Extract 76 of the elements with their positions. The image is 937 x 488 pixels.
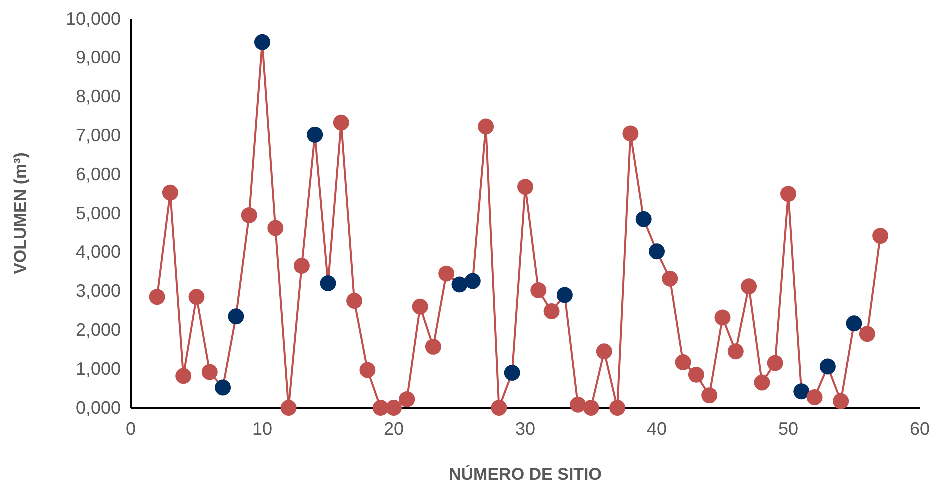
point — [780, 186, 796, 202]
x-tick-label: 10 — [252, 418, 273, 439]
point — [767, 355, 784, 372]
point — [820, 358, 836, 375]
y-axis-title: VOLUMEN (m³) — [11, 152, 30, 274]
point — [294, 258, 310, 274]
y-tick-label: 1,000 — [76, 358, 121, 379]
point — [202, 364, 218, 380]
point — [806, 390, 823, 406]
point — [649, 244, 665, 260]
y-tick-label: 4,000 — [76, 242, 121, 262]
point — [859, 326, 876, 342]
point — [491, 400, 508, 416]
point — [228, 308, 244, 325]
x-tick-label: 60 — [910, 418, 930, 439]
point — [464, 273, 481, 290]
point — [399, 391, 416, 408]
point — [504, 365, 520, 381]
point — [846, 316, 862, 332]
y-tick-label: 7,000 — [76, 125, 121, 146]
point — [215, 380, 232, 396]
y-tick-label: 5,000 — [76, 203, 121, 224]
point — [333, 114, 350, 131]
point — [241, 207, 258, 224]
point — [268, 220, 284, 236]
point — [636, 211, 652, 228]
y-tick-label: 3,000 — [76, 281, 121, 302]
point — [741, 278, 758, 295]
x-tick-label: 50 — [778, 418, 799, 439]
point — [675, 354, 692, 370]
point — [452, 276, 468, 293]
point — [386, 400, 402, 416]
point — [149, 289, 166, 306]
x-tick-label: 40 — [646, 418, 668, 439]
point — [570, 396, 586, 413]
point — [714, 310, 731, 326]
point — [176, 368, 192, 384]
y-tick-label: 9,000 — [76, 48, 121, 68]
point — [162, 184, 178, 201]
point — [662, 270, 678, 287]
point — [360, 362, 376, 378]
y-tick-label: 10,000 — [66, 8, 121, 29]
point — [346, 293, 363, 309]
y-tick-label: 2,000 — [76, 320, 121, 340]
point — [280, 400, 297, 416]
point — [372, 400, 389, 416]
point — [544, 304, 560, 320]
point — [754, 374, 770, 391]
point — [833, 393, 850, 410]
point — [425, 338, 442, 355]
point — [596, 344, 612, 360]
point — [872, 228, 889, 244]
point — [688, 366, 704, 383]
x-tick-label: 0 — [126, 418, 136, 439]
x-axis-title: NÚMERO DE SITIO — [448, 464, 602, 484]
point — [530, 282, 547, 298]
point — [188, 289, 205, 306]
point — [307, 126, 324, 143]
point — [728, 344, 744, 360]
point — [622, 126, 639, 142]
y-tick-label: 0,000 — [76, 398, 121, 418]
y-tick-label: 8,000 — [76, 86, 121, 107]
point — [556, 287, 573, 304]
y-tick-label: 6,000 — [76, 164, 121, 184]
point — [583, 400, 600, 416]
point — [518, 179, 534, 196]
x-tick-label: 30 — [515, 418, 536, 439]
point — [702, 388, 718, 404]
point — [438, 266, 455, 282]
point — [320, 276, 336, 292]
point — [478, 118, 494, 135]
point — [794, 384, 810, 400]
point — [610, 400, 626, 416]
point — [254, 34, 270, 50]
x-tick-label: 20 — [384, 418, 404, 439]
point — [412, 298, 428, 315]
